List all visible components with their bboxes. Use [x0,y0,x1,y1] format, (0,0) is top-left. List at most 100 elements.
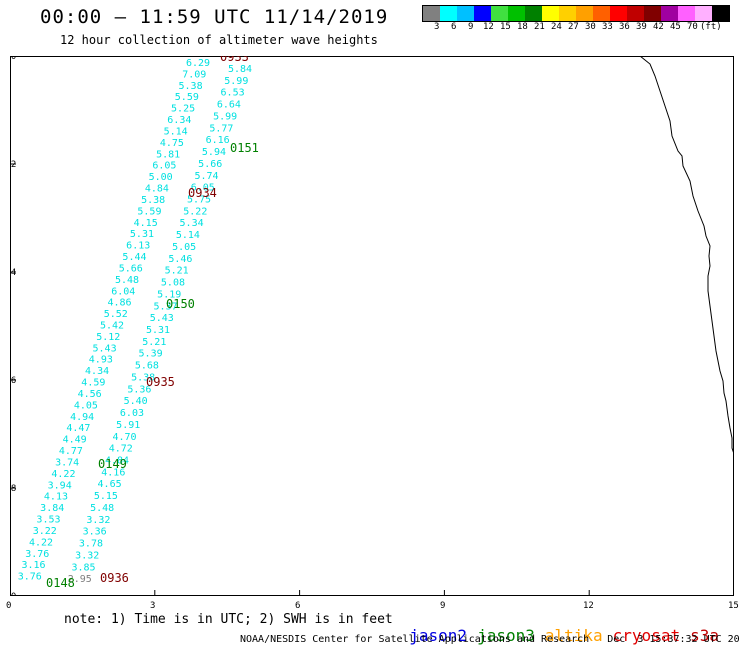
wave-height-label: 4.84 [105,456,129,467]
wave-height-label: 4.34 [85,366,109,377]
legend-swatch [491,6,508,21]
wave-height-label: 5.21 [142,337,166,348]
satellite-jason2: jason2 [409,626,468,645]
wave-height-label: 4.93 [89,355,113,366]
wave-height-label: 5.43 [150,313,174,324]
wave-height-label: 4.75 [160,138,184,149]
wave-height-label: 6.04 [111,286,135,297]
wave-height-label: 4.84 [145,184,169,195]
y-tick-label: -28 [10,484,16,494]
wave-height-label: 5.34 [180,218,204,229]
wave-height-label: 3.78 [79,539,103,550]
wave-height-label: 5.46 [168,254,192,265]
legend-label: 70 [687,22,698,32]
wave-height-label: 4.15 [134,218,158,229]
pass-time-label: 0150 [166,297,195,311]
wave-height-label: 6.05 [191,183,215,194]
map-title: 00:00 – 11:59 UTC 11/14/2019 [40,6,389,28]
legend-swatch [593,6,610,21]
wave-height-label: 5.00 [149,172,173,183]
wave-height-label: 4.47 [66,423,90,434]
x-tick-15: 15 [728,601,739,611]
wave-height-label: 5.25 [171,104,195,115]
wave-height-label: 4.56 [78,389,102,400]
legend-swatch [712,6,729,21]
legend-label: 21 [534,22,545,32]
wave-height-label: 5.39 [139,349,163,360]
pass-time-label: 0148 [46,576,75,590]
wave-height-label: 4.86 [107,298,131,309]
y-tick-label: -26 [10,376,16,386]
wave-height-label: 5.52 [104,309,128,320]
wave-height-label: 5.31 [130,229,154,240]
wave-height-label: 6.13 [126,241,150,252]
legend-swatch [423,6,440,21]
pass-time-label: 0933 [220,56,249,64]
legend-label: 33 [602,22,613,32]
wave-height-label: 3.32 [86,515,110,526]
wave-height-label: 4.77 [59,446,83,457]
wave-height-label: 3.85 [71,562,95,573]
wave-height-label: 4.65 [98,479,122,490]
wave-height-label: 3.74 [55,457,79,468]
wave-height-label: 3.76 [18,572,42,583]
wave-height-label: 5.36 [127,384,151,395]
units-note: note: 1) Time is in UTC; 2) SWH is in fe… [64,612,393,627]
wave-height-label: 5.59 [175,92,199,103]
wave-height-label: 6.16 [206,135,230,146]
wave-height-label: 5.21 [165,266,189,277]
legend-label: 9 [468,22,474,32]
wave-height-label: 2.95 [68,574,92,585]
wave-height-label: 5.99 [213,111,237,122]
coastline [639,56,734,455]
x-tick-3: 3 [150,601,156,611]
x-tick-0: 0 [6,601,12,611]
wave-height-label: 3.16 [21,560,45,571]
legend-label: 45 [670,22,681,32]
pass-time-label: 0936 [100,571,129,585]
wave-height-label: 5.48 [90,503,114,514]
legend-swatch [559,6,576,21]
wave-height-label: 5.22 [183,206,207,217]
wave-height-label: 4.70 [112,432,136,443]
wave-height-label: 3.94 [48,480,72,491]
wave-height-label: 6.53 [221,88,245,99]
pass-time-label: 0149 [98,457,127,471]
legend-label: 12 [483,22,494,32]
wave-height-label: 5.66 [198,159,222,170]
wave-height-label: 3.36 [83,527,107,538]
map-frame [10,56,734,596]
legend-swatch [661,6,678,21]
legend-label: (ft) [700,22,722,32]
wave-height-label: 7.09 [182,69,206,80]
map-subtitle: 12 hour collection of altimeter wave hei… [60,33,378,47]
wave-height-label: 4.94 [70,412,94,423]
legend-swatch [695,6,712,21]
legend-label: 18 [517,22,528,32]
wave-height-label: 5.38 [179,81,203,92]
wave-height-label: 4.13 [44,492,68,503]
wave-height-label: 3.32 [75,550,99,561]
wave-height-label: 5.68 [135,361,159,372]
legend-swatch [508,6,525,21]
credit-footer: NOAA/NESDIS Center for Satellite Applica… [240,634,740,645]
wave-height-label: 5.31 [146,325,170,336]
legend-swatch [644,6,661,21]
pass-time-label: 0935 [146,375,175,389]
legend-label: 24 [551,22,562,32]
wave-height-label: 5.12 [96,332,120,343]
wave-height-map: -20-22-24-26-28-306.297.095.385.595.256.… [10,56,734,596]
legend-swatch [576,6,593,21]
legend-label: 27 [568,22,579,32]
wave-height-label: 5.14 [176,230,200,241]
wave-height-label: 5.66 [119,263,143,274]
wave-height-label: 5.75 [187,195,211,206]
wave-height-label: 5.81 [156,149,180,160]
y-tick-label: -24 [10,268,16,278]
wave-height-label: 5.37 [153,301,177,312]
legend-swatch [457,6,474,21]
wave-height-label: 3.84 [40,503,64,514]
legend-label: 15 [500,22,511,32]
y-tick-label: -20 [10,56,16,62]
wave-height-label: 5.38 [141,195,165,206]
